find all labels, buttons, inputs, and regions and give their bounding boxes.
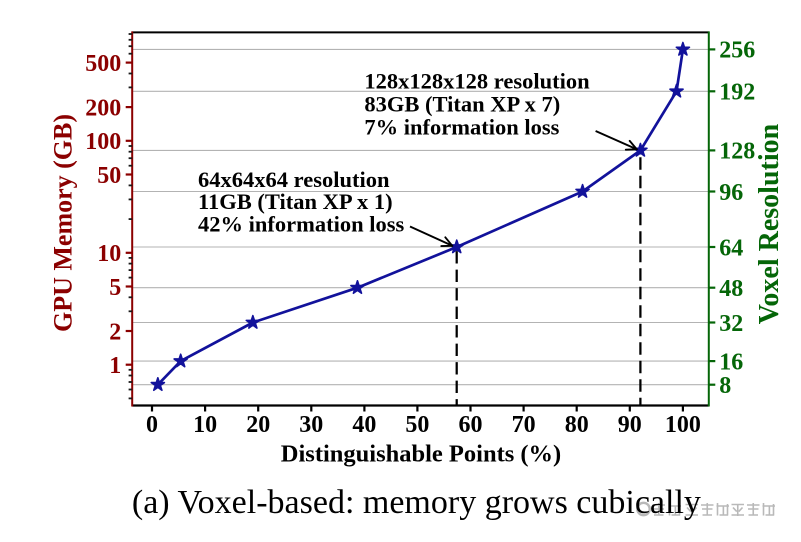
- svg-text:100: 100: [85, 129, 121, 155]
- svg-text:96: 96: [719, 180, 743, 206]
- svg-text:2: 2: [109, 319, 121, 345]
- svg-text:80: 80: [565, 412, 589, 438]
- svg-text:500: 500: [85, 51, 121, 77]
- svg-text:30: 30: [299, 412, 323, 438]
- svg-text:50: 50: [97, 163, 121, 189]
- svg-text:60: 60: [459, 412, 483, 438]
- svg-text:42% information loss: 42% information loss: [198, 211, 405, 236]
- svg-text:10: 10: [193, 412, 217, 438]
- svg-text:70: 70: [512, 412, 536, 438]
- svg-text:8: 8: [719, 373, 731, 399]
- svg-text:20: 20: [246, 412, 270, 438]
- svg-text:48: 48: [719, 276, 743, 302]
- svg-text:32: 32: [719, 311, 743, 337]
- svg-text:100: 100: [665, 412, 701, 438]
- svg-text:50: 50: [405, 412, 429, 438]
- svg-text:Voxel Resolution: Voxel Resolution: [754, 123, 785, 324]
- svg-text:7% information loss: 7% information loss: [364, 114, 559, 139]
- svg-text:64: 64: [719, 235, 743, 261]
- svg-text:128: 128: [719, 139, 755, 165]
- svg-text:83GB (Titan XP x 7): 83GB (Titan XP x 7): [364, 91, 560, 116]
- svg-text:16: 16: [719, 349, 743, 375]
- svg-text:40: 40: [352, 412, 376, 438]
- svg-text:5: 5: [109, 275, 121, 301]
- svg-text:128x128x128 resolution: 128x128x128 resolution: [364, 68, 590, 93]
- svg-text:256: 256: [719, 38, 755, 64]
- svg-text:10: 10: [97, 241, 121, 267]
- svg-text:GPU Memory (GB): GPU Memory (GB): [48, 114, 77, 332]
- svg-text:90: 90: [618, 412, 642, 438]
- svg-text:Distinguishable Points (%): Distinguishable Points (%): [281, 441, 561, 468]
- svg-text:192: 192: [719, 80, 755, 106]
- svg-text:200: 200: [85, 95, 121, 121]
- svg-text:1: 1: [109, 353, 121, 379]
- svg-text:(a) Voxel-based: memory grows: (a) Voxel-based: memory grows cubically: [132, 484, 701, 521]
- svg-text:0: 0: [146, 412, 158, 438]
